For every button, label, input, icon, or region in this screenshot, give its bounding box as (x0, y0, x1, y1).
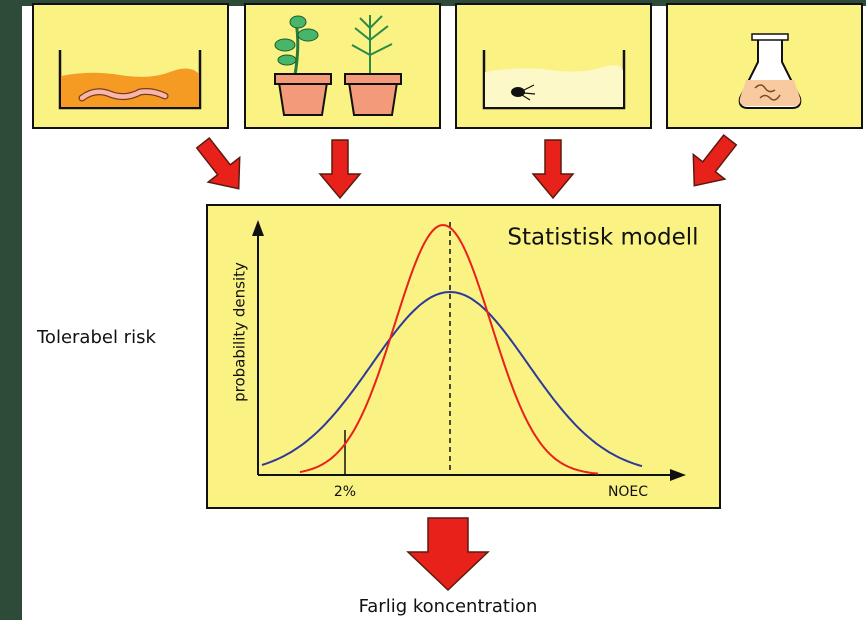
model-title: Statistisk modell (507, 225, 698, 251)
plants-box (245, 4, 440, 128)
left-label: Tolerabel risk (36, 327, 156, 348)
earthworm-box (33, 4, 228, 128)
diagram: Statistisk modell probability density 2%… (0, 0, 866, 620)
x-axis-label: NOEC (608, 484, 648, 500)
side-strip (0, 0, 22, 620)
springtail-box (456, 4, 651, 128)
y-axis-label: probability density (231, 262, 249, 402)
marker-label: 2% (334, 484, 356, 500)
flask-box (667, 4, 862, 128)
bottom-label: Farlig koncentration (359, 596, 538, 617)
